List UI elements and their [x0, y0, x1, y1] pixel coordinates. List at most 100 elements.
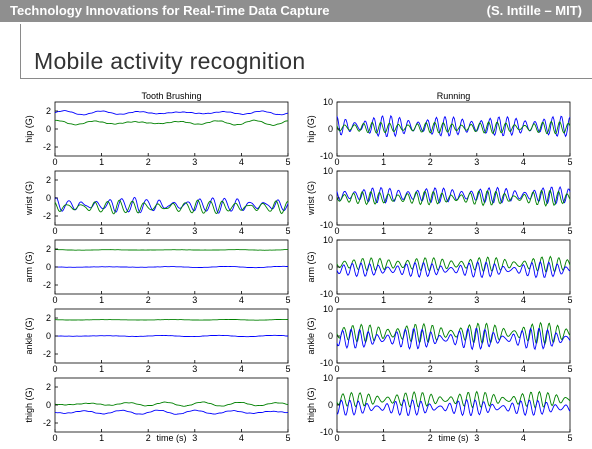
y-tick-label: -2: [43, 211, 51, 221]
x-tick-label: 4: [521, 364, 526, 374]
x-tick-label: 4: [239, 157, 244, 167]
y-tick-label: 2: [46, 313, 51, 323]
x-tick-label: 5: [285, 226, 290, 236]
x-tick-label: 1: [99, 226, 104, 236]
panel-frame: [336, 377, 571, 433]
x-tick-label: 1: [381, 433, 386, 443]
series-line-blue: [336, 398, 571, 417]
x-tick-label: 5: [567, 433, 572, 443]
x-tick-label: 5: [285, 433, 290, 443]
series-line-green: [54, 318, 288, 321]
x-tick-label: 1: [381, 364, 386, 374]
x-tick-label: 3: [192, 364, 197, 374]
y-tick-label: 0: [328, 124, 333, 134]
x-tick-label: 4: [521, 295, 526, 305]
slide-title: Mobile activity recognition: [34, 48, 306, 74]
y-tick-label: -10: [320, 151, 333, 161]
y-axis-label: ankle (G): [24, 317, 34, 354]
x-tick-label: 3: [474, 226, 479, 236]
y-tick-label: 0: [328, 193, 333, 203]
x-tick-label: 2: [146, 295, 151, 305]
x-tick-label: 1: [99, 433, 104, 443]
chart-title: Running: [437, 91, 471, 101]
x-tick-label: 0: [52, 157, 57, 167]
header-right-text: (S. Intille – MIT): [486, 3, 582, 18]
x-tick-label: 3: [192, 295, 197, 305]
x-tick-label: 3: [192, 157, 197, 167]
y-tick-label: 10: [323, 235, 333, 245]
series-line-blue: [54, 196, 289, 214]
panel-frame: [54, 170, 289, 226]
x-tick-label: 3: [474, 295, 479, 305]
x-tick-label: 1: [99, 295, 104, 305]
x-tick-label: 1: [381, 226, 386, 236]
x-tick-label: 1: [381, 157, 386, 167]
x-tick-label: 2: [146, 157, 151, 167]
x-tick-label: 1: [381, 295, 386, 305]
x-tick-label: 5: [285, 295, 290, 305]
x-tick-label: 5: [567, 157, 572, 167]
y-tick-label: 2: [46, 382, 51, 392]
y-tick-label: -2: [43, 349, 51, 359]
x-tick-label: 4: [239, 295, 244, 305]
x-tick-label: 0: [52, 433, 57, 443]
y-tick-label: 0: [46, 193, 51, 203]
y-tick-label: 0: [46, 331, 51, 341]
y-tick-label: 2: [46, 244, 51, 254]
x-tick-label: 0: [334, 157, 339, 167]
x-tick-label: 2: [146, 433, 151, 443]
x-axis-label: time (s): [157, 433, 187, 443]
x-tick-label: 5: [567, 295, 572, 305]
y-tick-label: -2: [43, 142, 51, 152]
x-tick-label: 2: [428, 157, 433, 167]
chart-title: Tooth Brushing: [141, 91, 201, 101]
y-tick-label: 10: [323, 373, 333, 383]
y-tick-label: 0: [328, 262, 333, 272]
x-axis-label: time (s): [439, 433, 469, 443]
series-line-green: [336, 120, 571, 135]
y-tick-label: 0: [46, 262, 51, 272]
series-line-blue: [54, 409, 288, 415]
y-tick-label: -2: [43, 280, 51, 290]
x-tick-label: 5: [285, 364, 290, 374]
y-axis-label: ankle (G): [306, 317, 316, 354]
x-tick-label: 5: [567, 226, 572, 236]
x-tick-label: 2: [428, 226, 433, 236]
header-bar: Technology Innovations for Real-Time Dat…: [0, 0, 592, 22]
series-line-green: [54, 199, 289, 215]
series-line-blue: [54, 110, 289, 116]
y-tick-label: -10: [320, 289, 333, 299]
series-line-green: [54, 401, 288, 407]
y-tick-label: 0: [46, 124, 51, 134]
panel-frame: [336, 239, 571, 295]
y-axis-label: hip (G): [24, 115, 34, 143]
series-line-green: [336, 189, 571, 207]
y-tick-label: 0: [328, 331, 333, 341]
x-tick-label: 5: [567, 364, 572, 374]
x-tick-label: 0: [52, 295, 57, 305]
x-tick-label: 3: [474, 364, 479, 374]
y-axis-label: thigh (G): [24, 387, 34, 422]
x-tick-label: 4: [521, 433, 526, 443]
x-tick-label: 2: [146, 364, 151, 374]
x-tick-label: 1: [99, 364, 104, 374]
y-tick-label: 2: [46, 175, 51, 185]
y-tick-label: 0: [46, 400, 51, 410]
series-line-green: [54, 119, 289, 126]
x-tick-label: 3: [474, 157, 479, 167]
x-tick-label: 0: [334, 295, 339, 305]
x-tick-label: 4: [521, 226, 526, 236]
y-tick-label: -2: [43, 418, 51, 428]
panel-frame: [336, 101, 571, 157]
x-tick-label: 3: [474, 433, 479, 443]
x-tick-label: 4: [239, 364, 244, 374]
x-tick-label: 3: [192, 226, 197, 236]
x-tick-label: 4: [239, 433, 244, 443]
y-axis-label: arm (G): [306, 252, 316, 283]
x-tick-label: 5: [285, 157, 290, 167]
x-tick-label: 1: [99, 157, 104, 167]
title-frame: [20, 24, 592, 79]
x-tick-label: 0: [334, 433, 339, 443]
